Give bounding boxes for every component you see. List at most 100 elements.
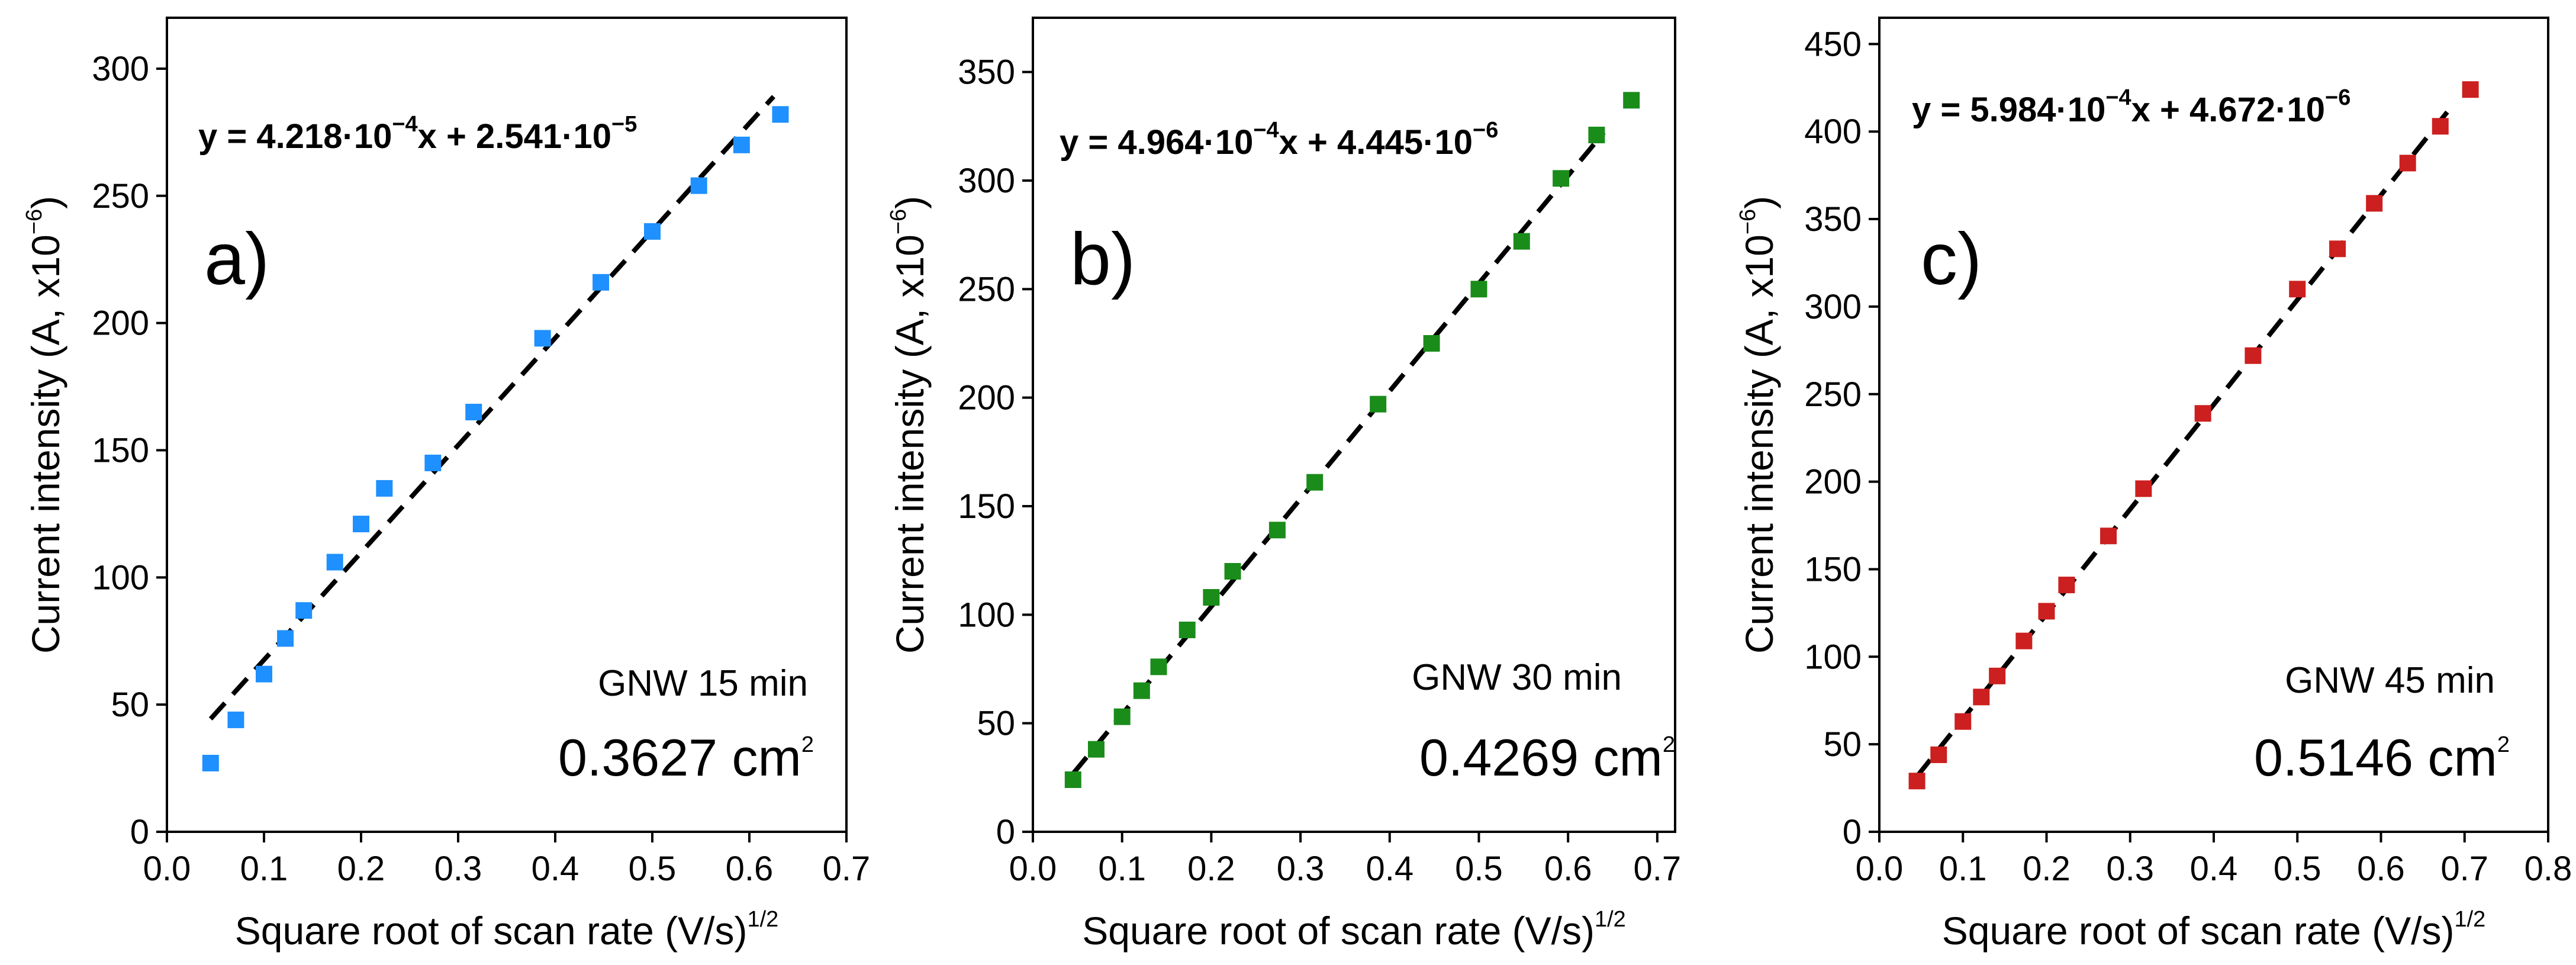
y-tick-label: 450 (1804, 25, 1862, 63)
y-tick-label: 150 (958, 487, 1015, 526)
x-tick-label: 0.0 (1009, 850, 1057, 888)
y-tick-label: 100 (958, 596, 1015, 634)
equation-exponent: −6 (2325, 85, 2350, 110)
data-point (1908, 773, 1925, 790)
equation-part: y = 4.218 (198, 117, 343, 156)
y-tick-label: 350 (1804, 200, 1862, 239)
data-point (2399, 155, 2416, 172)
data-point (376, 480, 393, 497)
x-axis-title-text: Square root of scan rate (V/s) (1082, 909, 1595, 953)
data-point (2366, 195, 2383, 212)
data-point (1224, 563, 1241, 580)
data-point (1623, 92, 1640, 109)
sample-label: GNW 15 min (598, 663, 808, 704)
y-tick-label: 200 (1804, 463, 1862, 501)
x-tick-label: 0.6 (726, 850, 774, 888)
x-axis-title-text: Square root of scan rate (V/s) (235, 909, 748, 953)
area-exponent: 2 (1663, 732, 1675, 757)
y-tick-label: 200 (92, 304, 149, 343)
area-label: 0.3627 cm2 (558, 728, 814, 787)
y-axis-title-sup: −6 (1735, 209, 1760, 234)
y-axis-title-end: ) (888, 196, 932, 209)
y-tick-label: 350 (958, 53, 1015, 92)
equation-part: 10 (2287, 91, 2326, 129)
data-point (2289, 281, 2306, 298)
data-point (326, 554, 343, 571)
equation-part: 10 (354, 117, 392, 156)
x-axis-title: Square root of scan rate (V/s)1/2 (1942, 907, 2486, 953)
x-axis-title-sup: 1/2 (1595, 907, 1626, 932)
equation-part: x + 2.541 (418, 117, 562, 156)
x-tick-label: 0.3 (434, 850, 482, 888)
y-axis-title-end: ) (24, 196, 67, 209)
data-point (2245, 347, 2262, 364)
fit-equation: y = 4.964·10−4x + 4.445·10−6 (1060, 118, 1498, 162)
y-axis-title-sup: −6 (22, 209, 47, 234)
data-point (1178, 622, 1196, 638)
area-label: 0.5146 cm2 (2254, 728, 2510, 787)
x-tick-label: 0.6 (2357, 850, 2405, 888)
equation-dot: · (2275, 91, 2287, 129)
x-tick-label: 0.1 (1098, 850, 1146, 888)
panel-label: c) (1921, 218, 1982, 300)
equation-part: x + 4.445 (1279, 123, 1424, 162)
data-point (295, 602, 313, 619)
data-point (1087, 741, 1105, 758)
data-point (2329, 240, 2346, 258)
data-point (644, 223, 661, 240)
area-value: 0.3627 cm (558, 728, 801, 787)
x-tick-label: 0.1 (240, 850, 288, 888)
y-axis-title-text: Current intensity (A, x10 (1737, 234, 1781, 654)
sample-label: GNW 45 min (2285, 660, 2495, 701)
data-point (1268, 522, 1286, 539)
x-axis-title: Square root of scan rate (V/s)1/2 (235, 907, 779, 953)
y-tick-label: 300 (1804, 288, 1862, 326)
x-tick-label: 0.5 (629, 850, 677, 888)
y-axis-title-sup: −6 (886, 209, 911, 234)
area-value: 0.4269 cm (1419, 728, 1663, 787)
y-tick-label: 100 (1804, 638, 1862, 676)
data-point (2015, 632, 2033, 649)
y-tick-label: 200 (958, 379, 1015, 417)
y-tick-label: 250 (958, 270, 1015, 308)
x-tick-label: 0.1 (1939, 850, 1987, 888)
data-point (1553, 170, 1570, 187)
data-point (2135, 480, 2152, 497)
data-point (1306, 474, 1324, 491)
data-point (1150, 658, 1167, 676)
area-exponent: 2 (2497, 732, 2510, 757)
data-point (2038, 603, 2055, 620)
y-axis-title-text: Current intensity (A, x10 (888, 234, 932, 654)
panel-label: b) (1070, 218, 1135, 300)
equation-part: y = 4.964 (1060, 123, 1204, 162)
equation-dot: · (1423, 123, 1434, 162)
data-point (1989, 667, 2006, 684)
data-point (1470, 281, 1487, 298)
panel-b: 0.0 0.1 0.2 0.3 0.4 0.5 0.6 0.7 0 50 100 150 200 250 3… (886, 17, 1681, 953)
equation-part: x + 4.672 (2131, 91, 2276, 129)
data-point (1133, 682, 1150, 699)
data-point (256, 665, 272, 683)
data-point (1064, 771, 1081, 788)
fit-equation: y = 4.218·10−4x + 2.541·10−5 (198, 112, 637, 156)
plot-frame (1032, 17, 1676, 833)
equation-exponent: −6 (1473, 118, 1498, 143)
data-point (2194, 405, 2211, 422)
equation-dot: · (1204, 123, 1215, 162)
equation-part: 10 (1215, 123, 1254, 162)
data-point (2432, 118, 2449, 135)
x-tick-label: 0.0 (1856, 850, 1904, 888)
area-value: 0.5146 cm (2254, 728, 2497, 787)
linear-fit-line (1915, 110, 2450, 779)
y-tick-label: 50 (977, 705, 1015, 743)
data-point (733, 136, 750, 153)
data-point (690, 177, 707, 194)
area-exponent: 2 (801, 732, 814, 757)
panel-label: a) (204, 218, 269, 300)
equation-part: y = 5.984 (1912, 91, 2056, 129)
y-tick-label: 300 (92, 50, 149, 88)
x-axis-title: Square root of scan rate (V/s)1/2 (1082, 907, 1626, 953)
equation-part: 10 (1435, 123, 1473, 162)
data-point (1113, 708, 1131, 725)
